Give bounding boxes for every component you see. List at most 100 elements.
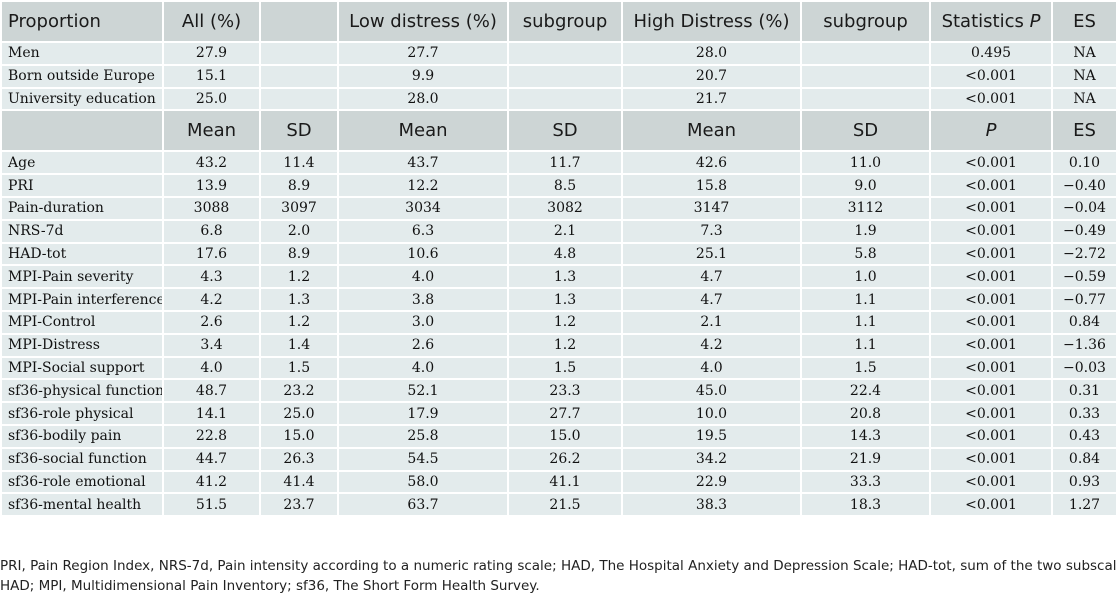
table-cell: 2.0 — [261, 220, 337, 242]
table-cell: −0.49 — [1053, 220, 1116, 242]
table-cell: 41.4 — [261, 471, 337, 493]
row-label: University education — [2, 88, 162, 110]
header-text: Mean — [686, 120, 737, 142]
mean-header-row: Mean SD Mean SD Mean SD P ES — [2, 111, 1116, 151]
table-cell: <0.001 — [931, 471, 1051, 493]
row-label: sf36-role emotional — [2, 471, 162, 493]
header-text: All (%) — [181, 11, 242, 32]
table-cell: 4.0 — [339, 357, 507, 379]
table-cell: 1.2 — [261, 266, 337, 288]
table-cell: 38.3 — [623, 494, 800, 516]
proportion-header-cell: All (%) — [164, 2, 259, 41]
footnote-line: HAD; MPI, Multidimensional Pain Inventor… — [0, 578, 540, 594]
table-cell: 8.5 — [509, 175, 621, 196]
proportion-header-cell: High Distress (%) — [623, 2, 800, 41]
table-cell: 0.495 — [931, 43, 1051, 64]
table-cell: 21.7 — [623, 88, 800, 110]
table-cell: 23.7 — [261, 494, 337, 516]
table-cell: 4.0 — [623, 357, 800, 379]
table-cell: 1.9 — [802, 220, 929, 242]
row-label: sf36-bodily pain — [2, 425, 162, 447]
table-cell — [261, 43, 337, 64]
table-cell: <0.001 — [931, 403, 1051, 424]
header-text: SD — [852, 120, 879, 142]
table-cell: <0.001 — [931, 197, 1051, 219]
table-cell: 11.0 — [802, 152, 929, 174]
table-cell — [509, 65, 621, 87]
table-cell: 8.9 — [261, 175, 337, 196]
table-cell: 9.0 — [802, 175, 929, 196]
header-text: ES — [1073, 120, 1096, 142]
proportion-header-row: Proportion All (%) Low distress (%) subgrou… — [2, 2, 1116, 41]
row-label: Men — [2, 43, 162, 64]
table-cell: 22.4 — [802, 380, 929, 402]
table-cell: 25.0 — [261, 403, 337, 424]
table-cell: 8.9 — [261, 243, 337, 265]
row-label: Pain-duration — [2, 197, 162, 219]
table-cell: 4.7 — [623, 289, 800, 310]
proportion-header-cell — [261, 2, 337, 41]
mean-header-cell: SD — [261, 111, 337, 151]
footnote-line: PRI, Pain Region Index, NRS-7d, Pain int… — [0, 558, 1116, 574]
table-row: MPI-Control 2.6 1.2 3.0 1.2 2.1 1.1 <0.001 0.84 — [2, 311, 1116, 333]
header-text: Mean — [186, 120, 237, 142]
table-cell: 41.1 — [509, 471, 621, 493]
table-row: Pain-duration 3088 3097 3034 3082 3147 3112 <0.… — [2, 197, 1116, 219]
mean-header-cell — [2, 111, 162, 151]
table-row: MPI-Pain severity 4.3 1.2 4.0 1.3 4.7 1.0 <0.00… — [2, 266, 1116, 288]
table-row: University education 25.0 28.0 21.7 <0.001 NA — [2, 88, 1116, 110]
table-cell: 26.2 — [509, 448, 621, 470]
table-cell: −0.04 — [1053, 197, 1116, 219]
table-cell: 52.1 — [339, 380, 507, 402]
header-text: ES — [1073, 11, 1096, 32]
table-cell: −0.40 — [1053, 175, 1116, 196]
table-row: sf36-bodily pain 22.8 15.0 25.8 15.0 19.5 14.3… — [2, 425, 1116, 447]
table-cell: <0.001 — [931, 448, 1051, 470]
table-cell: 1.1 — [802, 334, 929, 356]
table-cell: 1.1 — [802, 289, 929, 310]
table-cell: 4.2 — [623, 334, 800, 356]
results-table: Proportion All (%) Low distress (%) subgrou… — [2, 2, 1116, 516]
table-cell: 3034 — [339, 197, 507, 219]
table-row: Born outside Europe 15.1 9.9 20.7 <0.001 NA — [2, 65, 1116, 87]
table-cell: −0.59 — [1053, 266, 1116, 288]
table-cell: 1.2 — [509, 334, 621, 356]
table-cell: 28.0 — [623, 43, 800, 64]
table-cell: 4.3 — [164, 266, 259, 288]
table-cell: 26.3 — [261, 448, 337, 470]
table-cell: 0.33 — [1053, 403, 1116, 424]
table-cell: <0.001 — [931, 152, 1051, 174]
table-row: sf36-role physical 14.1 25.0 17.9 27.7 10.0 20… — [2, 403, 1116, 424]
row-label: sf36-role physical — [2, 403, 162, 424]
table-cell: 25.0 — [164, 88, 259, 110]
table-cell: <0.001 — [931, 494, 1051, 516]
table-cell: 22.8 — [164, 425, 259, 447]
proportion-header-cell: Statistics P — [931, 2, 1051, 41]
table-cell: 25.8 — [339, 425, 507, 447]
table-cell: 0.43 — [1053, 425, 1116, 447]
table-cell: 3097 — [261, 197, 337, 219]
mean-section: Mean SD Mean SD Mean SD P ES Age 43.2 11.4 43.7 11.7… — [2, 111, 1116, 516]
table-cell: 25.1 — [623, 243, 800, 265]
table-cell: 5.8 — [802, 243, 929, 265]
proportion-header-cell: Low distress (%) — [339, 2, 507, 41]
proportion-header-cell: ES — [1053, 2, 1116, 41]
table-cell: 2.6 — [339, 334, 507, 356]
table-cell: 43.2 — [164, 152, 259, 174]
table-cell: <0.001 — [931, 311, 1051, 333]
table-cell: 15.8 — [623, 175, 800, 196]
table-cell: 3.4 — [164, 334, 259, 356]
table-cell: 15.1 — [164, 65, 259, 87]
table-cell: 3.8 — [339, 289, 507, 310]
row-label: MPI-Distress — [2, 334, 162, 356]
table-cell: 10.0 — [623, 403, 800, 424]
header-text: subgroup — [522, 11, 608, 32]
table-cell: 4.0 — [164, 357, 259, 379]
table-cell: 43.7 — [339, 152, 507, 174]
p-symbol: P — [985, 120, 997, 142]
table-cell: 3.0 — [339, 311, 507, 333]
proportion-header-cell: subgroup — [802, 2, 929, 41]
mean-header-cell: ES — [1053, 111, 1116, 151]
table-cell — [509, 88, 621, 110]
table-cell: 3112 — [802, 197, 929, 219]
